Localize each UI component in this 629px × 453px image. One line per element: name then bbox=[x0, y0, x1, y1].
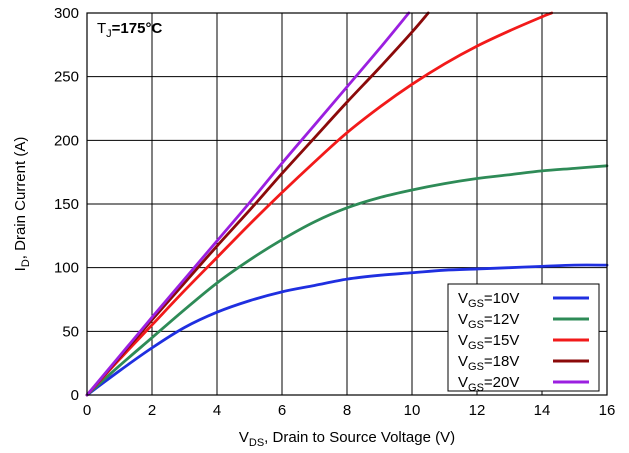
temperature-annotation: TJ=175°C bbox=[97, 20, 162, 40]
x-tick-label: 10 bbox=[404, 402, 421, 419]
legend-entry-label: VGS=15V bbox=[458, 332, 519, 352]
x-tick-label: 12 bbox=[469, 402, 486, 419]
y-tick-label: 200 bbox=[54, 132, 79, 149]
x-tick-label: 14 bbox=[534, 402, 551, 419]
y-tick-label: 0 bbox=[71, 387, 79, 404]
x-tick-label: 2 bbox=[148, 402, 156, 419]
y-axis-label: ID, Drain Current (A) bbox=[12, 137, 32, 272]
legend-entry-label: VGS=20V bbox=[458, 374, 519, 394]
y-tick-label: 150 bbox=[54, 196, 79, 213]
legend-entry-label: VGS=18V bbox=[458, 353, 519, 373]
y-tick-label: 50 bbox=[62, 323, 79, 340]
x-tick-label: 6 bbox=[278, 402, 286, 419]
series-line-15v bbox=[85, 11, 554, 397]
legend-box bbox=[447, 283, 600, 392]
series-line-20v bbox=[85, 11, 411, 397]
axis-ticks: 0 2 4 6 8 10 12 14 16 0 50 100 150 200 250 300 bbox=[54, 5, 615, 419]
legend-entry-label: VGS=10V bbox=[458, 290, 519, 310]
series-line-18v bbox=[85, 11, 430, 397]
y-tick-label: 300 bbox=[54, 5, 79, 22]
x-tick-label: 0 bbox=[83, 402, 91, 419]
y-tick-label: 250 bbox=[54, 69, 79, 86]
legend-entry-label: VGS=12V bbox=[458, 311, 519, 331]
y-tick-label: 100 bbox=[54, 260, 79, 277]
series-line-12v bbox=[85, 164, 609, 397]
x-axis-label: VDS, Drain to Source Voltage (V) bbox=[239, 429, 455, 449]
plot-frame bbox=[86, 12, 608, 396]
series-line-10v bbox=[85, 263, 609, 397]
series-lines bbox=[85, 11, 609, 397]
x-tick-label: 16 bbox=[599, 402, 616, 419]
x-tick-label: 8 bbox=[343, 402, 351, 419]
x-tick-label: 4 bbox=[213, 402, 221, 419]
grid bbox=[87, 13, 607, 395]
